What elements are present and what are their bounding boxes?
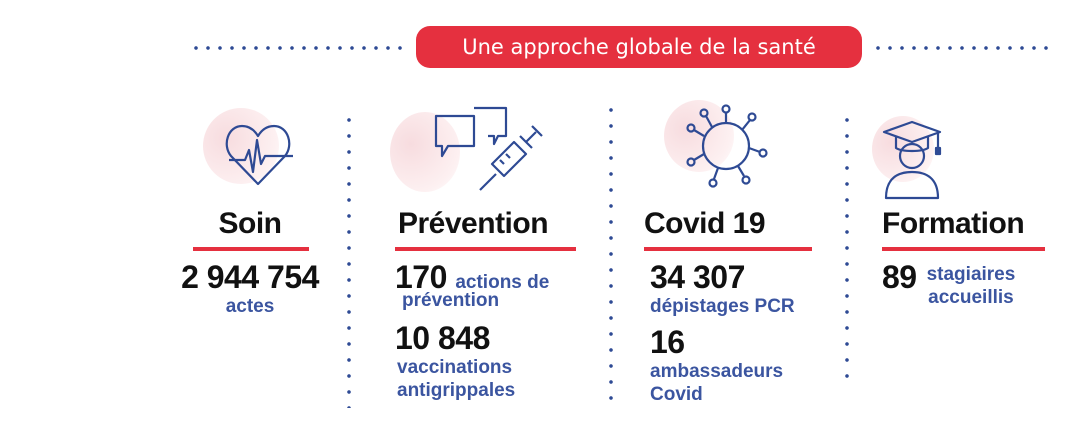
stat-label: actions de [455, 272, 550, 293]
stat-label: accueillis [928, 287, 1014, 308]
stat-label: Covid [650, 384, 703, 405]
section-title: Une approche globale de la santé [462, 35, 816, 59]
stat-label: dépistages PCR [650, 296, 795, 317]
chat-syringe-icon [434, 106, 543, 191]
section-heading: Prévention [398, 207, 549, 240]
heart-pulse-icon [225, 124, 293, 186]
column-divider [845, 112, 849, 388]
stat-value: 16 [650, 324, 685, 360]
section-heading: Soin [218, 207, 283, 240]
heading-underline [395, 247, 576, 251]
stat-value: 170 [395, 259, 447, 295]
stat-label: vaccinations [397, 357, 513, 378]
stat-label: antigrippales [397, 380, 516, 401]
dotted-line-left [190, 46, 406, 50]
section-prevention: Prévention 170 actions de prévention 10 … [392, 205, 582, 402]
icon-backdrop [664, 100, 734, 172]
stat-value: 34 307 [650, 259, 745, 295]
stat-label: prévention [402, 290, 500, 311]
virus-icon [686, 104, 768, 188]
column-divider [609, 102, 613, 408]
section-heading: Covid 19 [644, 207, 766, 240]
section-formation: Formation 89 stagiaires accueillis [882, 205, 1052, 309]
section-heading: Formation [882, 207, 1025, 240]
heading-underline [882, 247, 1045, 251]
icon-backdrop [203, 108, 279, 184]
stat-label: actes [225, 296, 275, 317]
dotted-line-right [872, 46, 1052, 50]
stat-label: ambassadeurs [650, 361, 784, 382]
graduate-icon [882, 120, 942, 200]
section-title-badge: Une approche globale de la santé [416, 26, 862, 68]
section-soin: Soin 2 944 754 actes [170, 205, 330, 318]
heading-underline [644, 247, 812, 251]
stat-value: 10 848 [395, 320, 490, 356]
icon-backdrop [390, 112, 460, 192]
stat-value: 89 [882, 259, 917, 295]
stat-value: 2 944 754 [181, 259, 319, 295]
section-covid: Covid 19 34 307 dépistages PCR 16 ambass… [644, 205, 824, 406]
heading-underline [193, 247, 309, 251]
stat-label: stagiaires [926, 264, 1016, 285]
column-divider [347, 112, 351, 408]
